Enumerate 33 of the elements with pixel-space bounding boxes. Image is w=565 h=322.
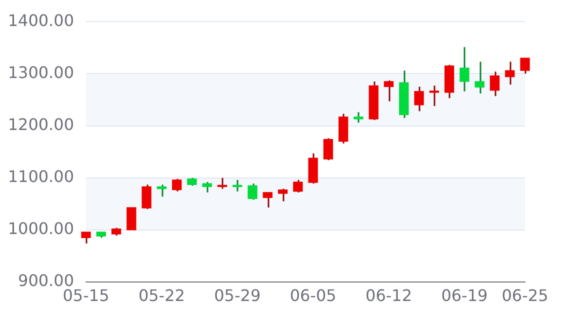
candlestick xyxy=(520,57,530,74)
candlestick xyxy=(126,207,136,230)
x-tick-label: 05-22 xyxy=(138,286,185,305)
candlestick xyxy=(232,179,242,192)
y-tick-label: 1200.00 xyxy=(8,114,74,134)
candlestick xyxy=(429,84,440,107)
candlestick xyxy=(202,181,212,194)
candlestick xyxy=(414,86,424,112)
y-tick-label: 1400.00 xyxy=(8,10,74,30)
candlestick xyxy=(248,182,258,200)
y-tick-label: 1300.00 xyxy=(8,62,74,82)
candlestick xyxy=(460,46,470,92)
candlestick xyxy=(293,179,303,194)
candlestick xyxy=(156,184,167,198)
candlestick xyxy=(384,80,394,102)
x-tick-label: 05-29 xyxy=(214,286,261,305)
candlestick xyxy=(354,111,364,124)
x-tick-label: 06-05 xyxy=(290,286,336,305)
candlestick xyxy=(490,70,500,97)
x-tick-label: 06-19 xyxy=(441,286,488,305)
candlestick xyxy=(474,60,484,94)
y-tick-label: 1100.00 xyxy=(8,166,74,186)
candlestick xyxy=(278,188,288,202)
candlestick xyxy=(262,192,272,208)
y-tick-label: 1000.00 xyxy=(8,219,74,238)
x-tick-label: 06-25 xyxy=(502,286,548,305)
candlestick xyxy=(142,184,152,210)
candlestick xyxy=(172,178,182,192)
candlestick xyxy=(323,138,334,161)
candlestick xyxy=(505,60,515,86)
candlestick xyxy=(81,231,91,244)
candlestick xyxy=(217,177,228,190)
x-tick-label: 06-12 xyxy=(366,286,412,305)
